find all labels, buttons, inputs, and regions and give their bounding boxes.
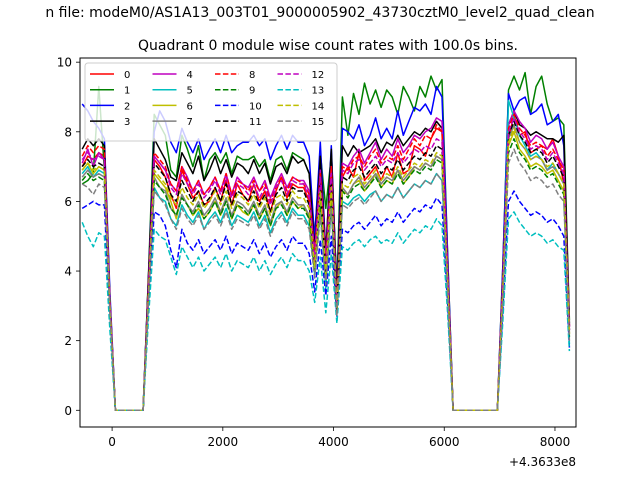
x-tick-label: 4000	[318, 435, 349, 449]
y-tick-label: 2	[64, 334, 72, 348]
x-tick-label: 6000	[429, 435, 460, 449]
legend-label-9: 9	[249, 86, 255, 97]
legend-label-10: 10	[249, 101, 262, 112]
figure-suptitle: n file: modeM0/AS1A13_003T01_9000005902_…	[45, 5, 594, 21]
legend-label-11: 11	[249, 117, 262, 128]
legend-label-0: 0	[124, 70, 130, 81]
legend-label-3: 3	[124, 117, 130, 128]
y-tick-label: 0	[64, 404, 72, 418]
x-offset-label: +4.3633e8	[509, 455, 576, 469]
legend-label-13: 13	[312, 86, 325, 97]
legend-label-12: 12	[312, 70, 325, 81]
legend-label-5: 5	[187, 86, 193, 97]
legend-label-1: 1	[124, 86, 130, 97]
x-tick-label: 8000	[540, 435, 571, 449]
y-tick-label: 4	[64, 265, 72, 279]
chart-title: Quadrant 0 module wise count rates with …	[138, 38, 518, 54]
x-tick-label: 0	[108, 435, 116, 449]
legend-label-4: 4	[187, 70, 193, 81]
legend-label-7: 7	[187, 117, 193, 128]
y-tick-label: 10	[57, 56, 72, 70]
legend-label-2: 2	[124, 101, 130, 112]
x-axis-ticks: 0 2000 4000 6000 8000	[108, 427, 570, 449]
legend-label-15: 15	[312, 117, 325, 128]
legend-label-8: 8	[249, 70, 255, 81]
y-tick-label: 8	[64, 125, 72, 139]
series-line-15	[81, 148, 571, 412]
legend-label-6: 6	[187, 101, 193, 112]
y-tick-label: 6	[64, 195, 72, 209]
legend-label-14: 14	[312, 101, 325, 112]
axes-frame	[79, 57, 577, 428]
legend-box	[84, 62, 338, 142]
x-tick-label: 2000	[208, 435, 239, 449]
y-axis-ticks: 0 2 4 6 8 10	[57, 56, 80, 418]
